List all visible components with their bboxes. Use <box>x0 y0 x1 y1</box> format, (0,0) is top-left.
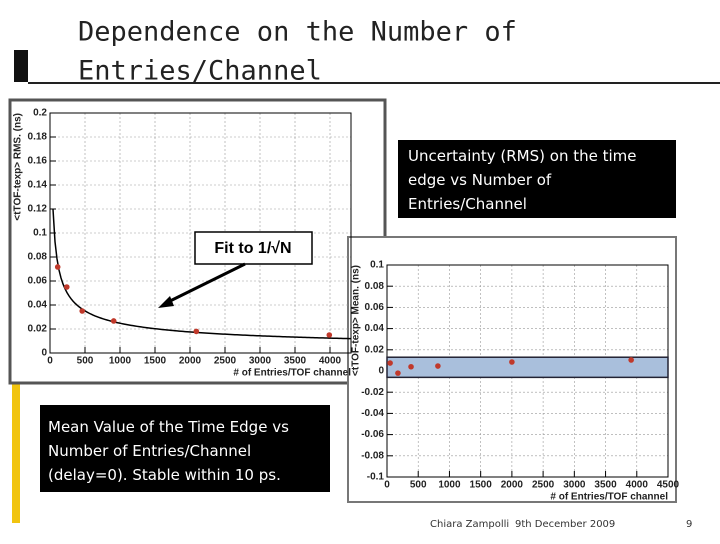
point <box>387 360 393 366</box>
x-tick-label: 2000 <box>179 356 202 367</box>
y-tick-label: 0.16 <box>28 156 48 167</box>
y-axis-label: <tTOF-texp> RMS. (ns) <box>13 113 24 221</box>
y-tick-label: -0.04 <box>361 408 384 419</box>
fit-curve <box>52 209 352 340</box>
y-tick-label: -0.06 <box>361 429 384 440</box>
x-tick-label: 0 <box>47 356 53 367</box>
x-tick-label: 2500 <box>532 480 555 491</box>
x-tick-label: 500 <box>410 480 427 491</box>
y-tick-label: 0 <box>378 366 384 377</box>
y-tick-label: 0.08 <box>365 281 385 292</box>
point <box>408 363 414 370</box>
accent-bar <box>12 383 20 523</box>
arrow-head <box>158 296 174 308</box>
point <box>628 357 634 363</box>
author: Chiara Zampolli <box>430 519 509 530</box>
x-axis-label: # of Entries/TOF channel <box>233 368 351 379</box>
x-tick-label: 4000 <box>626 480 649 491</box>
point <box>326 332 333 338</box>
point <box>193 328 200 335</box>
mean-caption: Mean Value of the Time Edge vs Number of … <box>48 418 289 484</box>
fit-label: Fit to 1/√N <box>214 240 291 257</box>
fit-label-box <box>194 231 313 265</box>
point <box>435 363 441 369</box>
arrow <box>165 262 246 305</box>
caption-box <box>40 405 330 492</box>
date: 9th December 2009 <box>515 519 615 530</box>
plot-frame <box>49 112 352 354</box>
x-axis-label: # of Entries/TOF channel <box>550 492 668 503</box>
y-tick-label: 0 <box>41 348 47 359</box>
x-tick-label: 1500 <box>470 480 493 491</box>
rms-caption: Uncertainty (RMS) on the time edge vs Num… <box>408 147 637 213</box>
x-tick-label: 3500 <box>284 356 307 367</box>
y-tick-label: 0.18 <box>28 132 48 143</box>
y-tick-label: 0.04 <box>365 323 385 334</box>
point <box>54 264 61 270</box>
x-tick-label: 0 <box>384 480 390 491</box>
x-tick-label: 500 <box>77 356 94 367</box>
y-tick-label: 0.06 <box>28 276 48 287</box>
y-axis-label: <tTOF-texp> Mean. (ns) <box>351 265 362 376</box>
point <box>110 318 117 324</box>
x-tick-label: 1000 <box>438 480 461 491</box>
x-tick-label: 1000 <box>109 356 132 367</box>
y-tick-label: 0.1 <box>370 260 384 271</box>
point <box>79 308 85 314</box>
y-tick-label: 0.02 <box>365 344 385 355</box>
y-tick-label: 0.12 <box>28 204 48 215</box>
x-tick-label: 3000 <box>249 356 272 367</box>
caption-box <box>398 140 676 218</box>
point <box>64 284 70 290</box>
y-tick-label: 0.04 <box>28 300 48 311</box>
x-tick-label: 3500 <box>594 480 617 491</box>
title-line: Dependence on the Number of <box>78 17 517 48</box>
x-tick-label: 2500 <box>214 356 237 367</box>
x-tick-label: 4000 <box>319 356 342 367</box>
y-tick-label: 0.02 <box>28 324 48 335</box>
y-tick-label: 0.06 <box>365 302 385 313</box>
y-tick-label: -0.1 <box>367 472 385 483</box>
mean-chart: -0.1 -0.08 -0.06 -0.04 -0.02 0 0.02 0.04 0.06 0.0… <box>351 260 680 503</box>
y-tick-label: 0.2 <box>33 108 47 119</box>
page-number: 9 <box>686 519 692 530</box>
y-tick-label: -0.08 <box>361 450 384 461</box>
title-bar <box>14 50 28 82</box>
x-tick-label: 1500 <box>144 356 167 367</box>
point <box>395 370 401 376</box>
y-tick-label: 0.14 <box>28 180 48 191</box>
x-tick-label: 4500 <box>657 480 680 491</box>
title-line: Entries/Channel <box>78 56 322 87</box>
y-tick-label: 0.08 <box>28 252 48 263</box>
point <box>509 359 515 365</box>
x-tick-label: 3000 <box>563 480 586 491</box>
band <box>386 356 669 379</box>
y-tick-label: 0.1 <box>33 228 47 239</box>
y-tick-label: -0.02 <box>361 387 384 398</box>
x-tick-label: 2000 <box>501 480 524 491</box>
